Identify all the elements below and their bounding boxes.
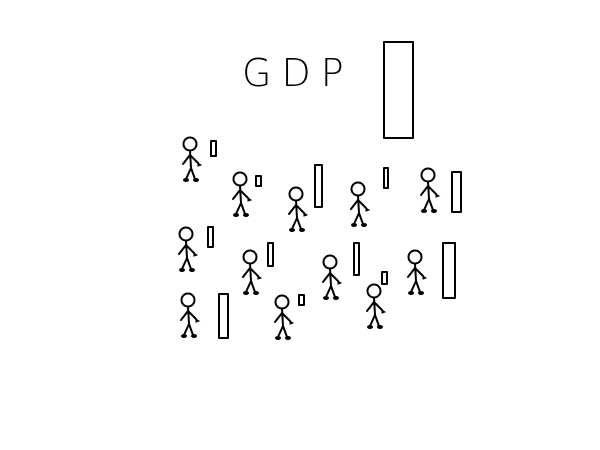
figure-foot bbox=[323, 296, 329, 300]
figure-body bbox=[350, 194, 367, 225]
figure-hand bbox=[195, 318, 201, 323]
stick-figure bbox=[180, 292, 229, 339]
figure-body bbox=[182, 149, 199, 180]
figure-foot bbox=[377, 325, 383, 329]
stick-figure bbox=[182, 136, 217, 182]
figure-body bbox=[232, 184, 249, 215]
figure-foot bbox=[191, 334, 197, 338]
figure-body bbox=[420, 180, 437, 211]
figure-foot bbox=[289, 228, 295, 232]
figure-foot bbox=[418, 291, 424, 295]
figure-foot bbox=[189, 268, 195, 272]
stick-figure bbox=[232, 171, 262, 217]
figure-body bbox=[242, 262, 259, 293]
figure-foot bbox=[299, 228, 305, 232]
wealth-bar bbox=[451, 171, 462, 213]
figure-body bbox=[178, 239, 195, 270]
figure-foot bbox=[243, 291, 249, 295]
figure-foot bbox=[408, 291, 414, 295]
figure-foot bbox=[253, 291, 259, 295]
figure-hand bbox=[257, 275, 263, 280]
stick-figure bbox=[366, 271, 388, 329]
stick-figure bbox=[288, 164, 323, 232]
figure-hand bbox=[337, 280, 343, 285]
figure-hand bbox=[435, 193, 441, 198]
figure-hand bbox=[247, 197, 253, 202]
figure-hand bbox=[381, 309, 387, 314]
stick-figure bbox=[350, 167, 389, 227]
figure-hand bbox=[197, 162, 203, 167]
figure-hand bbox=[365, 207, 371, 212]
figure-foot bbox=[179, 268, 185, 272]
figure-foot bbox=[193, 178, 199, 182]
stick-figure bbox=[407, 242, 456, 299]
figure-foot bbox=[183, 178, 189, 182]
stick-figure bbox=[420, 167, 462, 213]
figure-body bbox=[407, 262, 424, 293]
wealth-bar bbox=[442, 242, 456, 299]
wealth-bar bbox=[298, 294, 305, 306]
figure-foot bbox=[421, 209, 427, 213]
stick-figure bbox=[274, 294, 305, 340]
figure-body bbox=[288, 199, 305, 230]
gdp-bar bbox=[383, 41, 414, 139]
stick-figure bbox=[178, 226, 214, 272]
figure-foot bbox=[361, 223, 367, 227]
wealth-bar bbox=[353, 242, 360, 276]
figure-foot bbox=[351, 223, 357, 227]
stick-figure bbox=[242, 242, 274, 295]
figure-hand bbox=[289, 320, 295, 325]
stick-figure bbox=[322, 242, 360, 300]
figure-foot bbox=[285, 336, 291, 340]
wealth-bar bbox=[383, 167, 389, 189]
figure-foot bbox=[333, 296, 339, 300]
figure-foot bbox=[243, 213, 249, 217]
figure-body bbox=[322, 267, 339, 298]
figure-hand bbox=[422, 275, 428, 280]
wealth-bar bbox=[314, 164, 323, 208]
figure-body bbox=[274, 307, 291, 338]
wealth-bar bbox=[255, 175, 262, 187]
figure-hand bbox=[303, 212, 309, 217]
wealth-bar bbox=[207, 226, 214, 248]
figure-foot bbox=[233, 213, 239, 217]
wealth-bar bbox=[218, 293, 229, 339]
title: GDP bbox=[242, 51, 354, 95]
wealth-bar bbox=[210, 140, 217, 157]
figure-body bbox=[180, 305, 197, 336]
figure-foot bbox=[431, 209, 437, 213]
people bbox=[178, 136, 462, 340]
figure-foot bbox=[275, 336, 281, 340]
figure-foot bbox=[367, 325, 373, 329]
figure-foot bbox=[181, 334, 187, 338]
figure-hand bbox=[193, 252, 199, 257]
wealth-bar bbox=[381, 271, 388, 285]
figure-body bbox=[366, 296, 383, 327]
wealth-bar bbox=[267, 242, 274, 267]
